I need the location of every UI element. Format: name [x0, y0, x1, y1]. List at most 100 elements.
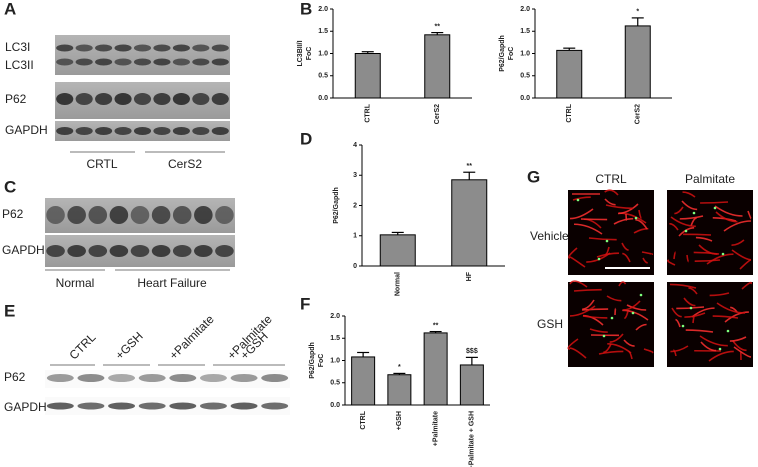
blot-band: [114, 127, 132, 135]
fiber: [724, 311, 749, 323]
blot-band: [46, 206, 65, 224]
x-tick-label: CerS2: [635, 104, 642, 124]
fiber: [670, 345, 689, 353]
fiber: [709, 292, 730, 297]
puncta: [681, 324, 685, 328]
blot-band: [172, 245, 192, 257]
fiber: [688, 287, 698, 295]
fiber: [628, 350, 633, 360]
fiber: [673, 251, 677, 260]
fiber: [569, 280, 588, 288]
significance: **: [433, 322, 439, 329]
fiber: [609, 333, 624, 343]
fiber: [617, 203, 639, 215]
fiber: [568, 247, 578, 259]
puncta: [692, 211, 696, 215]
row-label: GAPDH: [5, 123, 48, 137]
fiber: [684, 312, 706, 318]
column-label: CTRL: [595, 172, 627, 186]
fiber: [569, 256, 586, 268]
puncta: [631, 311, 635, 315]
x-tick-label: CTRL: [566, 103, 573, 122]
fiber: [692, 314, 696, 324]
fiber: [624, 310, 629, 320]
blot-band: [172, 127, 190, 135]
fiber: [582, 299, 595, 310]
fiber: [641, 251, 654, 256]
blot-band: [192, 127, 210, 135]
group-label: +GSH: [112, 329, 145, 362]
blot-band: [56, 58, 74, 66]
blot-band: [261, 402, 289, 410]
blot-band: [194, 245, 213, 257]
bar: [354, 53, 381, 99]
blot-band: [169, 374, 197, 382]
fiber: [572, 196, 591, 201]
blot-band: [95, 93, 113, 105]
fiber: [598, 350, 624, 355]
fiber: [683, 297, 696, 307]
blot-band: [77, 374, 105, 382]
fiber: [673, 349, 677, 357]
significance: *: [398, 364, 401, 371]
fiber: [714, 205, 743, 217]
bar: [379, 234, 416, 267]
y-tick-label: 0.5: [520, 73, 530, 80]
fiber: [669, 222, 679, 231]
y-axis-label: P62/Gapdh: [499, 35, 506, 72]
fiber: [573, 288, 602, 292]
y-axis-label: P62/Gapdh: [333, 187, 340, 224]
blot-band: [153, 44, 171, 52]
fiber: [605, 204, 633, 210]
fiber: [729, 336, 747, 342]
fiber: [747, 210, 752, 220]
fiber: [695, 236, 713, 242]
fiber: [731, 249, 752, 261]
fiber: [623, 300, 641, 311]
significance: *: [636, 9, 639, 16]
panel-letter: C: [4, 177, 16, 196]
bar: [424, 34, 451, 99]
blot-band: [114, 44, 132, 52]
fiber: [731, 239, 745, 247]
fiber: [700, 341, 717, 352]
fiber: [574, 223, 603, 235]
group-label: CRTL: [86, 157, 117, 171]
y-tick-label: 1.5: [318, 28, 328, 35]
fiber: [569, 208, 594, 220]
bar: [556, 49, 583, 99]
fiber: [580, 218, 608, 221]
fiber: [674, 206, 684, 215]
x-tick-label: +Palmitate: [432, 411, 439, 446]
blot-band: [172, 93, 190, 105]
fiber: [681, 200, 698, 211]
fiber: [732, 340, 747, 352]
fiber: [582, 315, 608, 319]
blot-band: [46, 245, 65, 257]
puncta: [605, 239, 609, 243]
panel-letter: F: [300, 294, 310, 313]
bar: [351, 356, 376, 406]
y-axis-label: FoC: [318, 354, 325, 368]
y-tick-label: 2.0: [318, 6, 328, 13]
blot-band: [138, 374, 166, 382]
significance: $$$: [466, 348, 478, 355]
puncta: [718, 347, 722, 351]
y-tick-label: 0.5: [318, 73, 328, 80]
blot-band: [151, 206, 171, 224]
fiber: [604, 189, 619, 196]
blot-band: [211, 93, 229, 105]
row-label: GAPDH: [2, 243, 45, 257]
row-label: LC3II: [5, 58, 34, 72]
fiber: [604, 198, 616, 206]
fiber: [642, 257, 648, 264]
fiber: [712, 315, 739, 319]
fiber: [679, 215, 704, 220]
blot-band: [46, 402, 74, 410]
fiber: [683, 233, 712, 236]
blot-band: [95, 44, 113, 52]
blot-band: [230, 402, 258, 410]
blot-band: [211, 127, 229, 135]
blot-band: [153, 93, 171, 105]
panel-letter: E: [4, 301, 15, 320]
